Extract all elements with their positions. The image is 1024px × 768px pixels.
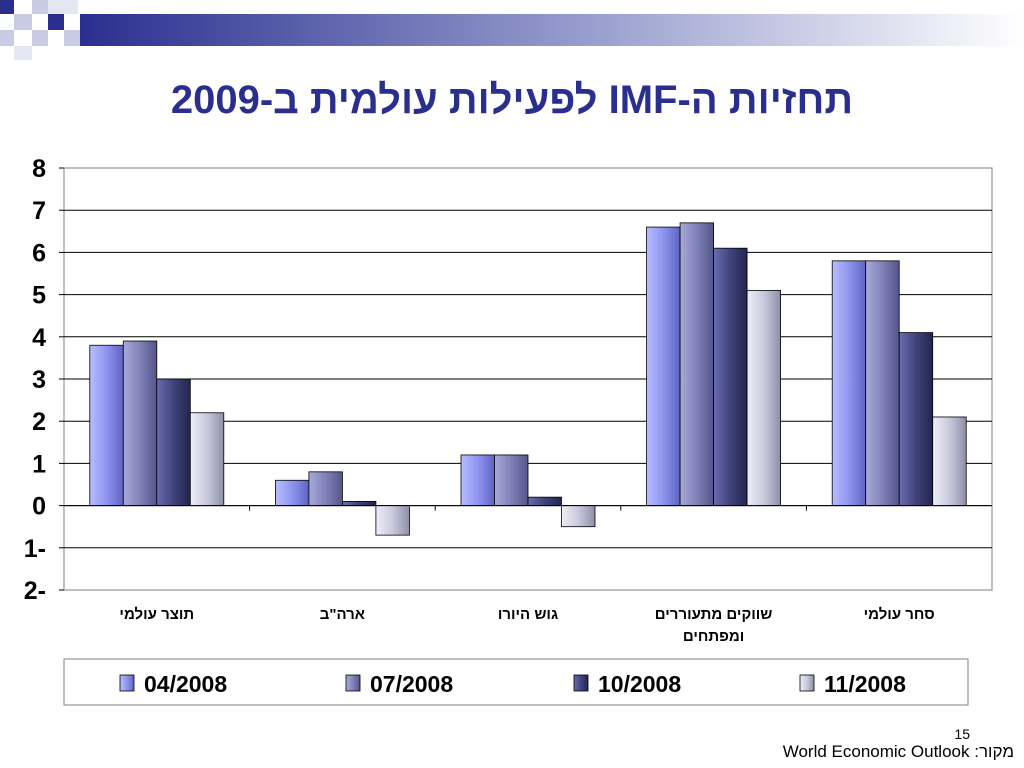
- slide-title: תחזיות ה-IMF לפעילות עולמית ב-2009: [170, 78, 854, 122]
- y-tick-label: 0: [32, 493, 46, 521]
- bars: [89, 222, 967, 536]
- legend-label: 04/2008: [144, 671, 227, 697]
- source-label: מקור:: [974, 742, 1014, 761]
- y-tick-label: 6: [32, 239, 46, 267]
- bar: [831, 260, 867, 506]
- legend: 04/2008 07/2008 10/2008 11/2008: [63, 658, 969, 706]
- y-tick-label: 3: [32, 366, 46, 394]
- source-text: World Economic Outlook: [782, 742, 970, 761]
- x-tick-label: תוצר עולמי: [119, 606, 195, 623]
- bar: [460, 454, 495, 506]
- bar: [527, 496, 562, 507]
- x-tick-label-box: גוש היורו: [497, 606, 559, 623]
- bar: [646, 226, 681, 506]
- x-tick-label: שווקים מתעוררים ומפתחים: [654, 606, 773, 645]
- legend-label: 07/2008: [370, 671, 453, 697]
- y-axis: 2- 1- 0 1 2 3 4 5 6 7 8: [24, 155, 64, 605]
- x-tick-label-box: סחר עולמי: [863, 606, 935, 623]
- y-tick-label: 4: [32, 324, 46, 352]
- y-tick-label: 1-: [24, 535, 46, 563]
- y-tick-label: 7: [32, 197, 46, 225]
- bar: [494, 454, 529, 506]
- bar: [189, 412, 225, 507]
- legend-swatch: [119, 674, 135, 692]
- bar: [89, 344, 124, 506]
- bar: [375, 505, 410, 536]
- bar: [679, 222, 714, 506]
- x-tick-label: ארה"ב: [319, 606, 366, 623]
- y-tick-label: 2-: [24, 577, 46, 605]
- bar: [274, 479, 310, 506]
- bar: [932, 416, 967, 507]
- legend-label: 11/2008: [824, 671, 906, 697]
- x-tick-label-box: שווקים מתעוררים ומפתחים: [654, 606, 773, 645]
- legend-box: [63, 658, 969, 706]
- bar: [561, 505, 596, 528]
- bar: [308, 471, 343, 506]
- bar-chart: 2- 1- 0 1 2 3 4 5 6 7 8 תוצר עולמי ארה"ב גוש היורו שו…: [24, 155, 993, 706]
- bar: [341, 500, 377, 507]
- x-tick-label-box: תוצר עולמי: [119, 606, 195, 623]
- y-tick-label: 2: [32, 408, 46, 436]
- x-tick-label-box: ארה"ב: [319, 606, 366, 623]
- bar: [713, 247, 748, 507]
- x-tick-label: סחר עולמי: [863, 606, 935, 623]
- legend-swatch: [345, 674, 361, 692]
- bar: [746, 289, 781, 507]
- y-tick-label: 5: [32, 282, 46, 310]
- x-tick-label: גוש היורו: [497, 606, 559, 623]
- page-number: 15: [954, 726, 970, 742]
- source-line: World Economic Outlook מקור:: [600, 742, 1014, 762]
- y-tick-label: 1: [32, 450, 46, 478]
- x-axis: תוצר עולמי ארה"ב גוש היורו שווקים מתעוררים …: [64, 505, 992, 645]
- y-tick-label: 8: [32, 155, 46, 183]
- bar: [156, 378, 191, 506]
- legend-swatch: [799, 674, 815, 692]
- legend-swatch: [573, 674, 589, 692]
- bar: [898, 332, 934, 506]
- header-decoration: [0, 0, 1024, 60]
- legend-label: 10/2008: [598, 671, 681, 697]
- bar: [865, 260, 900, 506]
- bar: [122, 340, 158, 506]
